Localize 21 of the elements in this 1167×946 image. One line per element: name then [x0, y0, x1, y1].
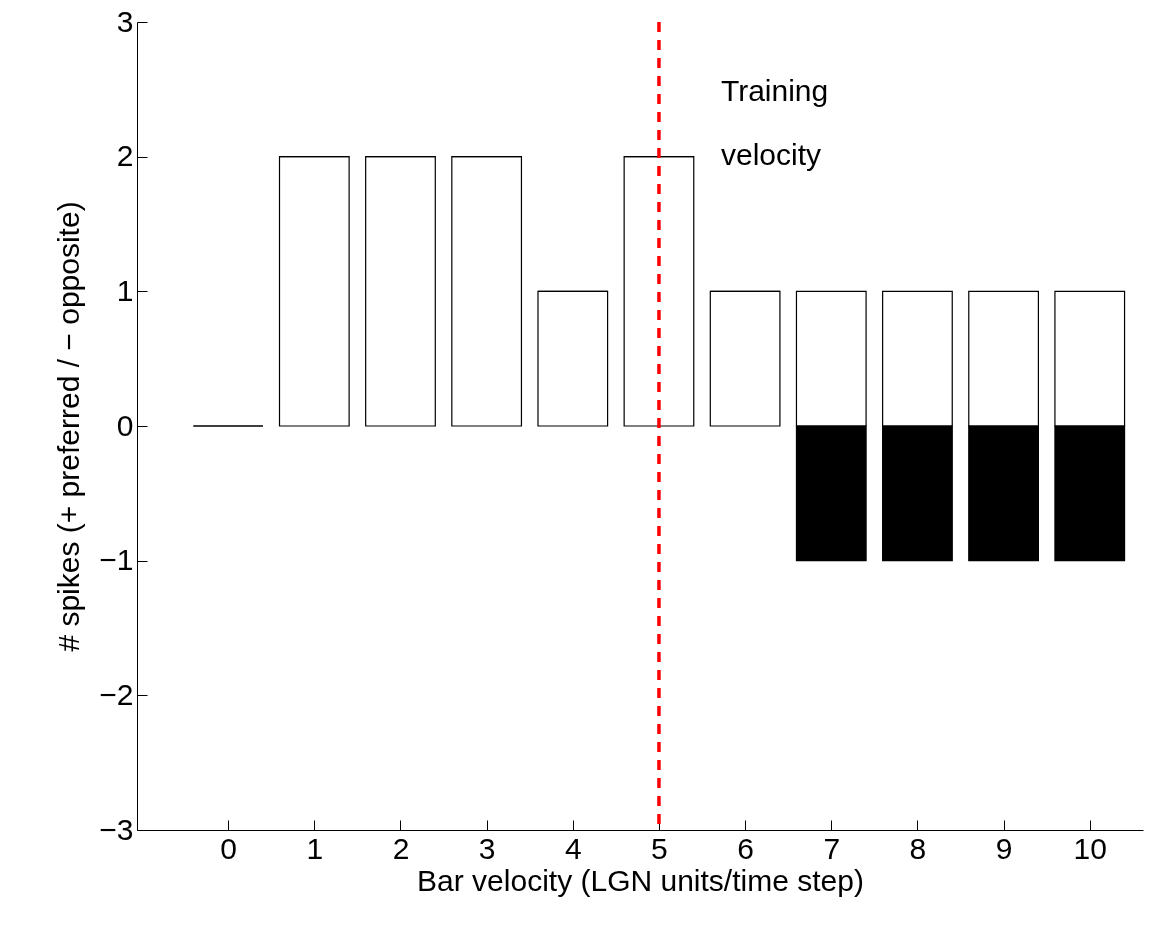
x-tick-label: 6: [737, 831, 754, 865]
ref-line-label: Training velocity: [720, 74, 829, 171]
y-tick-label: −2: [99, 677, 134, 711]
x-tick-label: 0: [220, 831, 237, 865]
y-axis-title: # spikes (+ preferred / − opposite): [52, 201, 86, 652]
x-tick-label: 8: [909, 831, 927, 865]
x-tick-label: 7: [823, 831, 841, 865]
x-tick-label: 4: [564, 831, 582, 865]
x-tick-label: 2: [392, 831, 410, 865]
y-tick-label: 1: [116, 273, 134, 307]
y-tick-label: 2: [116, 139, 134, 173]
y-tick-label: 3: [116, 4, 134, 38]
x-tick-label: 3: [478, 831, 496, 865]
x-tick-label: 5: [651, 831, 668, 865]
x-tick-label: 1: [306, 831, 324, 865]
y-tick-label: −3: [99, 812, 134, 846]
y-tick-label: 0: [116, 408, 134, 442]
y-tick-label: −1: [99, 543, 134, 577]
x-axis-title: Bar velocity (LGN units/time step): [417, 863, 864, 897]
x-tick-label: 9: [995, 831, 1013, 865]
x-tick-label: 10: [1073, 831, 1107, 865]
